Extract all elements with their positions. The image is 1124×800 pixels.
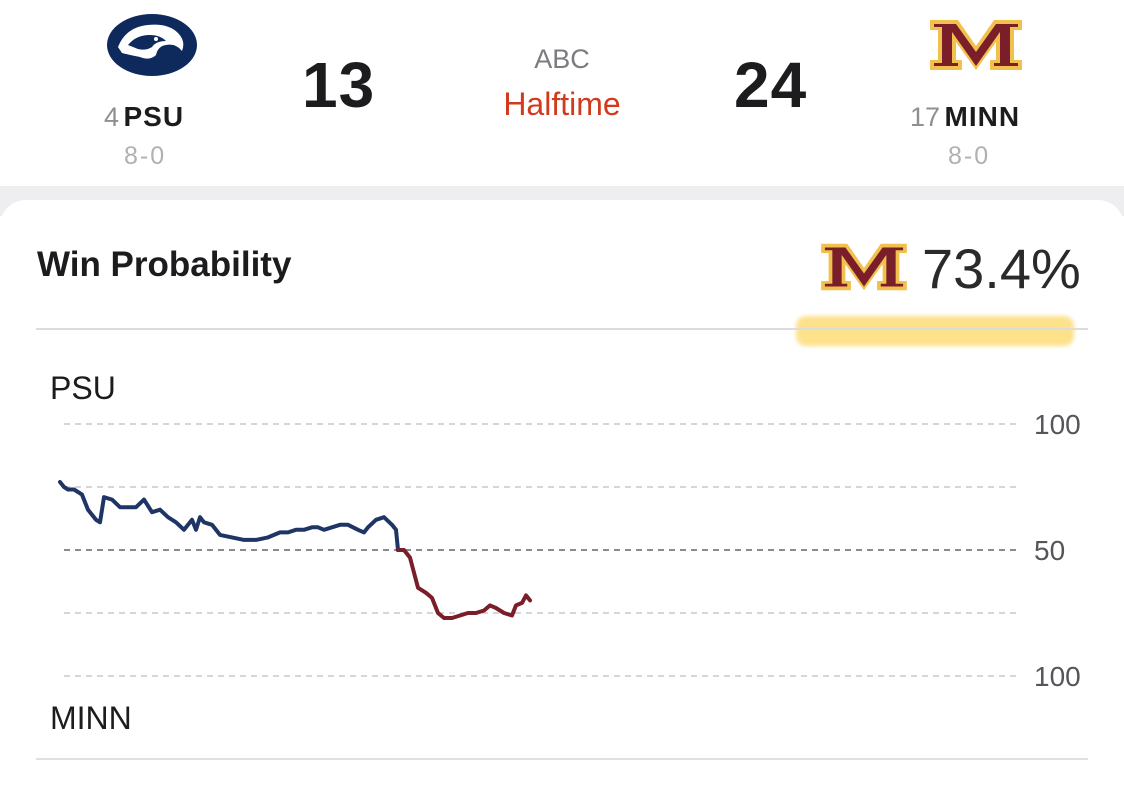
game-status: Halftime bbox=[503, 86, 621, 122]
home-rank: 4 bbox=[104, 102, 120, 132]
minnesota-logo-icon bbox=[821, 243, 907, 291]
win-probability-card bbox=[0, 200, 1124, 800]
home-abbr: PSU bbox=[123, 101, 185, 132]
away-score: 24 bbox=[734, 49, 808, 121]
y-tick-label: 100 bbox=[1034, 661, 1081, 692]
away-team-line: 17 MINN bbox=[910, 101, 1050, 133]
away-abbr: MINN bbox=[944, 101, 1021, 132]
minnesota-logo-icon[interactable] bbox=[928, 16, 1024, 74]
home-record: 8-0 bbox=[124, 142, 167, 170]
y-tick-label: 50 bbox=[1034, 535, 1065, 566]
y-tick-label: 100 bbox=[1034, 409, 1081, 440]
chart-bottom-team-label: MINN bbox=[50, 700, 132, 736]
home-team-line: 4 PSU bbox=[104, 101, 204, 133]
highlighter-mark bbox=[796, 316, 1074, 346]
win-probability-chart[interactable]: 100 50 100 bbox=[0, 0, 1124, 764]
win-probability-title: Win Probability bbox=[37, 245, 292, 284]
away-record: 8-0 bbox=[948, 142, 991, 170]
broadcast-network: ABC bbox=[534, 44, 590, 74]
card-bottom-divider bbox=[36, 758, 1088, 760]
minn-probability-line bbox=[396, 548, 532, 620]
scoreboard: 4 PSU 8-0 13 ABC Halftime 24 17 MINN 8-0 bbox=[0, 0, 1124, 186]
win-probability-value: 73.4% bbox=[922, 237, 1081, 300]
psu-probability-line bbox=[58, 480, 400, 552]
header-divider bbox=[36, 328, 1088, 330]
away-rank: 17 bbox=[910, 102, 941, 132]
home-score: 13 bbox=[302, 49, 376, 121]
chart-top-team-label: PSU bbox=[50, 370, 116, 406]
penn-state-logo-icon[interactable] bbox=[106, 13, 198, 77]
